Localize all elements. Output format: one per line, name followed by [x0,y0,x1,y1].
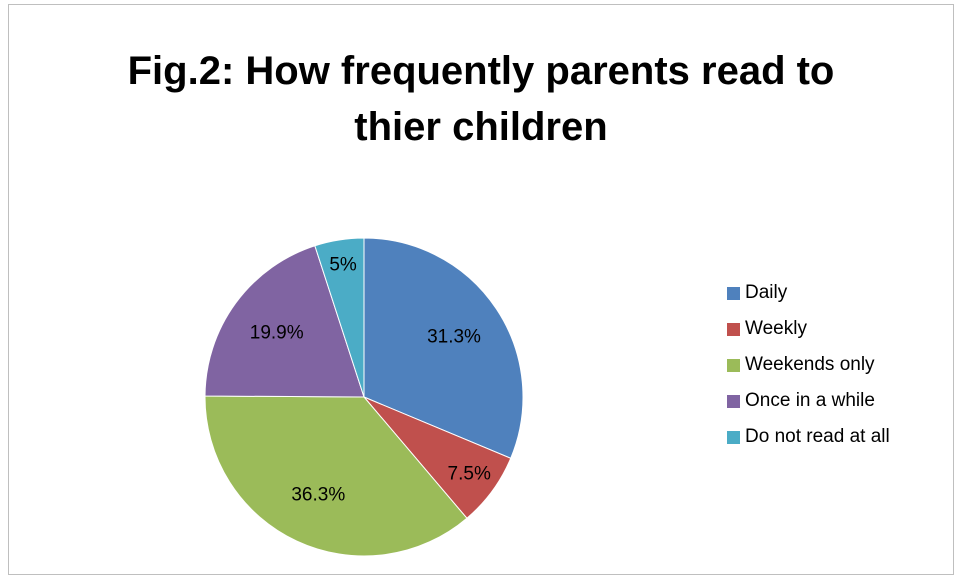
legend-swatch-weekly [727,322,740,336]
pie-slice-once-in-a-while [204,245,365,398]
pie-slices [204,237,524,557]
chart-title-text: Fig.2: How frequently parents read to th… [127,49,835,149]
pie-slice-daily [363,237,524,459]
legend-swatch-do-not-read-at-all [727,430,740,444]
legend-label-daily: Daily [745,282,788,303]
data-label-once-in-a-while: 19.9% [250,323,304,344]
data-label-daily: 31.3% [427,327,481,348]
legend-item-weekly: Weekly [727,318,890,339]
chart-title: Fig.2: How frequently parents read to th… [9,43,953,155]
legend-item-once-in-a-while: Once in a while [727,390,890,411]
pie-slice-weekends-only [204,395,468,557]
legend-swatch-once-in-a-while [727,394,740,408]
legend-label-weekly: Weekly [745,318,807,339]
pie-slice-do-not-read-at-all [314,237,365,398]
legend-item-weekends-only: Weekends only [727,354,890,375]
data-label-do-not-read-at-all: 5% [329,255,357,276]
legend-swatch-weekends-only [727,358,740,372]
legend-label-once-in-a-while: Once in a while [745,390,875,411]
legend-item-do-not-read-at-all: Do not read at all [727,426,890,447]
legend-item-daily: Daily [727,282,890,303]
legend: Daily Weekly Weekends only Once in a while D… [727,282,890,463]
data-label-weekends-only: 36.3% [291,485,345,506]
legend-label-do-not-read-at-all: Do not read at all [745,426,890,447]
legend-label-weekends-only: Weekends only [745,354,875,375]
legend-swatch-daily [727,286,740,300]
data-label-weekly: 7.5% [448,464,491,485]
pie-data-labels: 31.3% 7.5% 36.3% 19.9% 5% [250,255,491,506]
